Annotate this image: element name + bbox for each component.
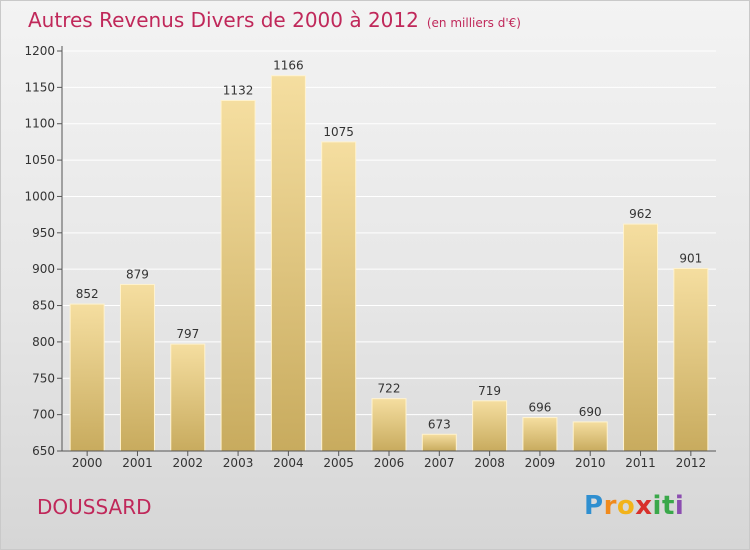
bar xyxy=(220,99,256,452)
y-tick-label: 800 xyxy=(32,335,55,349)
logo-letter: o xyxy=(616,491,636,521)
logo-letter: x xyxy=(635,491,653,521)
bar xyxy=(371,398,407,452)
bar xyxy=(69,303,105,452)
x-tick-label: 2002 xyxy=(172,456,203,470)
x-tick-label: 2007 xyxy=(424,456,455,470)
bars xyxy=(69,75,709,452)
x-tick-label: 2010 xyxy=(575,456,606,470)
data-label: 1075 xyxy=(323,125,354,139)
data-label: 879 xyxy=(126,267,149,281)
y-tick-label: 1050 xyxy=(24,153,55,167)
axes xyxy=(57,46,716,456)
bar xyxy=(119,283,155,452)
logo-letter: i xyxy=(652,491,662,521)
data-label: 962 xyxy=(629,207,652,221)
data-label: 1132 xyxy=(223,83,254,97)
proxiti-logo: Proxiti xyxy=(584,491,684,521)
y-tick-label: 700 xyxy=(32,408,55,422)
x-tick-label: 2001 xyxy=(122,456,153,470)
bar xyxy=(472,400,508,452)
bar xyxy=(572,421,608,452)
x-tick-label: 2012 xyxy=(676,456,707,470)
chart-unit-text: (en milliers d'€) xyxy=(426,16,521,30)
bar xyxy=(623,223,659,452)
y-tick-label: 650 xyxy=(32,444,55,458)
y-tick-label: 950 xyxy=(32,226,55,240)
x-tick-label: 2005 xyxy=(323,456,354,470)
y-tick-label: 1200 xyxy=(24,44,55,58)
chart-title: Autres Revenus Divers de 2000 à 2012 (en … xyxy=(28,8,521,32)
y-tick-label: 1000 xyxy=(24,189,55,203)
bar xyxy=(170,343,206,452)
data-label: 696 xyxy=(528,401,551,415)
logo-letter: P xyxy=(584,491,604,521)
y-tick-label: 1150 xyxy=(24,80,55,94)
data-label: 852 xyxy=(76,287,99,301)
logo-letter: r xyxy=(603,491,617,521)
bar xyxy=(673,267,709,452)
bar xyxy=(321,141,357,452)
x-tick-label: 2004 xyxy=(273,456,304,470)
logo-letter: i xyxy=(674,491,685,521)
grid-lines xyxy=(62,50,716,416)
data-label: 1166 xyxy=(273,59,304,73)
x-tick-label: 2003 xyxy=(223,456,254,470)
bar xyxy=(270,75,306,452)
x-tick-label: 2011 xyxy=(625,456,656,470)
logo-letter: t xyxy=(661,491,675,521)
data-label: 673 xyxy=(428,417,451,431)
bar xyxy=(421,433,457,452)
x-tick-label: 2009 xyxy=(525,456,556,470)
data-label: 901 xyxy=(679,251,702,265)
y-tick-label: 750 xyxy=(32,371,55,385)
commune-name: DOUSSARD xyxy=(37,495,152,519)
x-tick-label: 2006 xyxy=(374,456,405,470)
y-tick-label: 900 xyxy=(32,262,55,276)
x-tick-label: 2000 xyxy=(72,456,103,470)
x-tick-label: 2008 xyxy=(474,456,505,470)
chart-title-text: Autres Revenus Divers de 2000 à 2012 xyxy=(28,8,419,32)
data-label: 719 xyxy=(478,384,501,398)
y-tick-label: 850 xyxy=(32,299,55,313)
labels: 650 700 750 800 850 900 950 1000 1050 1100 1150 120… xyxy=(24,44,706,470)
data-label: 722 xyxy=(378,382,401,396)
data-label: 797 xyxy=(176,327,199,341)
data-label: 690 xyxy=(579,405,602,419)
y-tick-label: 1100 xyxy=(24,117,55,131)
bar xyxy=(522,417,558,452)
